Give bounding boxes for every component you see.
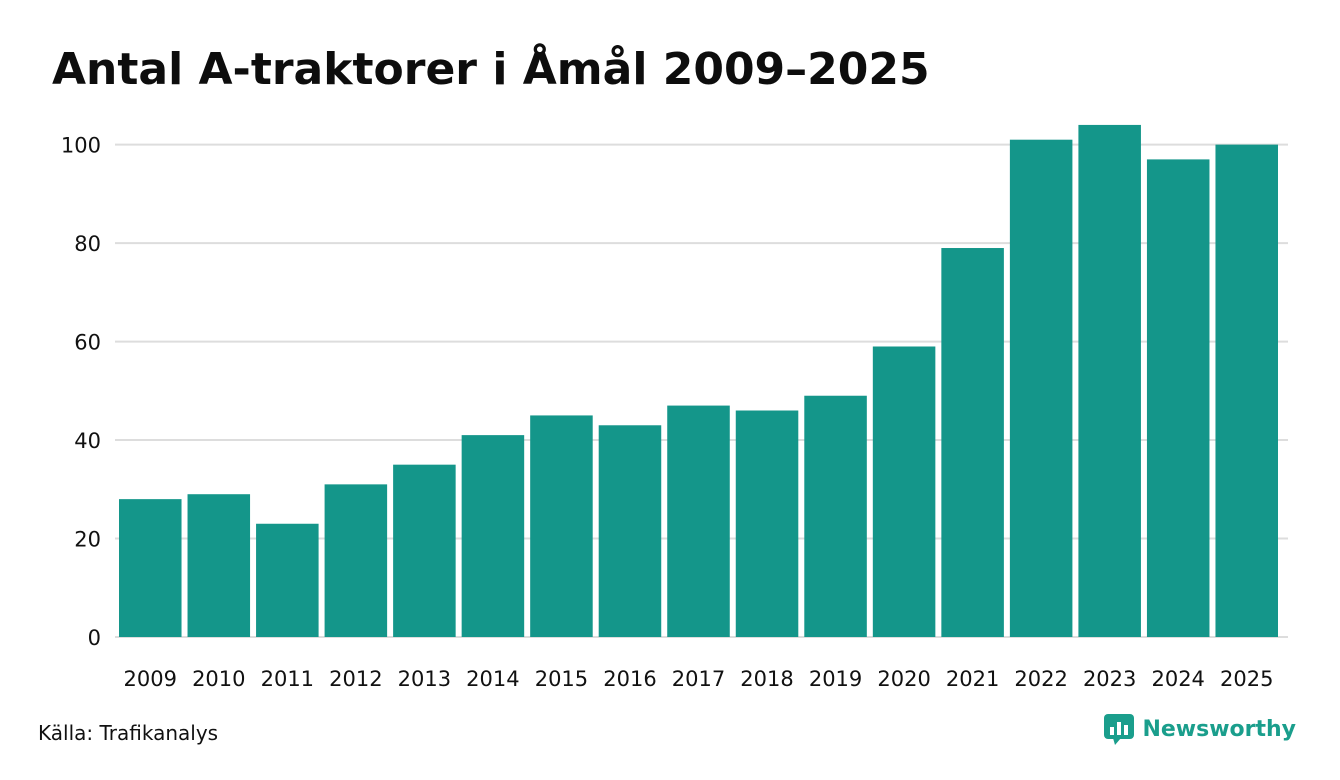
bar-2011 bbox=[256, 523, 319, 637]
y-tick-label: 60 bbox=[74, 331, 101, 355]
bar-2024 bbox=[1146, 159, 1210, 637]
bar-2018 bbox=[735, 410, 799, 637]
bar-2017 bbox=[667, 405, 730, 637]
x-tick-label: 2010 bbox=[192, 667, 245, 691]
x-tick-label: 2021 bbox=[946, 667, 999, 691]
y-tick-label: 80 bbox=[74, 232, 101, 256]
brand-name: Newsworthy bbox=[1142, 717, 1296, 742]
x-tick-label: 2019 bbox=[809, 667, 862, 691]
y-axis-ticks: 0 20 40 60 80 100 bbox=[61, 134, 101, 650]
bar-2019 bbox=[804, 395, 867, 637]
bar-2023 bbox=[1078, 124, 1141, 637]
bar-2022 bbox=[1009, 139, 1073, 637]
newsworthy-logo-icon bbox=[1104, 714, 1135, 745]
x-tick-label: 2013 bbox=[398, 667, 451, 691]
bar-2014 bbox=[461, 435, 525, 637]
x-tick-label: 2018 bbox=[740, 667, 793, 691]
brand: Newsworthy bbox=[1104, 714, 1296, 746]
bar-2020 bbox=[872, 346, 936, 637]
x-tick-label: 2011 bbox=[261, 667, 314, 691]
bar-2025 bbox=[1215, 144, 1278, 637]
bar-2021 bbox=[941, 248, 1004, 637]
x-tick-label: 2014 bbox=[466, 667, 519, 691]
x-tick-label: 2015 bbox=[535, 667, 588, 691]
x-tick-label: 2020 bbox=[877, 667, 930, 691]
y-tick-label: 20 bbox=[74, 528, 101, 552]
y-tick-label: 100 bbox=[61, 134, 101, 158]
bar-2010 bbox=[187, 494, 251, 637]
bar-chart: 0 20 40 60 80 100 2009 2010 2011 2012 2013 2014 201… bbox=[61, 124, 1288, 691]
y-tick-label: 0 bbox=[88, 626, 101, 650]
source-note: Källa: Trafikanalys bbox=[38, 721, 219, 745]
bars bbox=[119, 124, 1278, 637]
x-tick-label: 2024 bbox=[1151, 667, 1204, 691]
x-tick-label: 2017 bbox=[672, 667, 725, 691]
bar-2009 bbox=[119, 499, 182, 637]
x-tick-label: 2022 bbox=[1014, 667, 1067, 691]
bar-2013 bbox=[393, 464, 456, 637]
x-tick-label: 2025 bbox=[1220, 667, 1273, 691]
x-tick-label: 2009 bbox=[124, 667, 177, 691]
x-tick-label: 2012 bbox=[329, 667, 382, 691]
y-tick-label: 40 bbox=[74, 429, 101, 453]
x-tick-label: 2016 bbox=[603, 667, 656, 691]
x-tick-label: 2023 bbox=[1083, 667, 1136, 691]
bar-2015 bbox=[530, 415, 593, 637]
x-axis-ticks: 2009 2010 2011 2012 2013 2014 2015 2016 2017 2018… bbox=[124, 667, 1274, 691]
bar-2016 bbox=[598, 425, 662, 637]
bar-2012 bbox=[324, 484, 388, 637]
chart-title: Antal A-traktorer i Åmål 2009–2025 bbox=[52, 44, 930, 95]
